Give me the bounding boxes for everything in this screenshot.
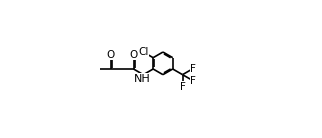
- Text: F: F: [190, 64, 196, 74]
- Text: F: F: [180, 82, 185, 92]
- Text: O: O: [107, 50, 115, 60]
- Text: O: O: [129, 50, 138, 60]
- Text: NH: NH: [134, 74, 151, 83]
- Text: F: F: [190, 76, 196, 86]
- Text: Cl: Cl: [138, 47, 148, 58]
